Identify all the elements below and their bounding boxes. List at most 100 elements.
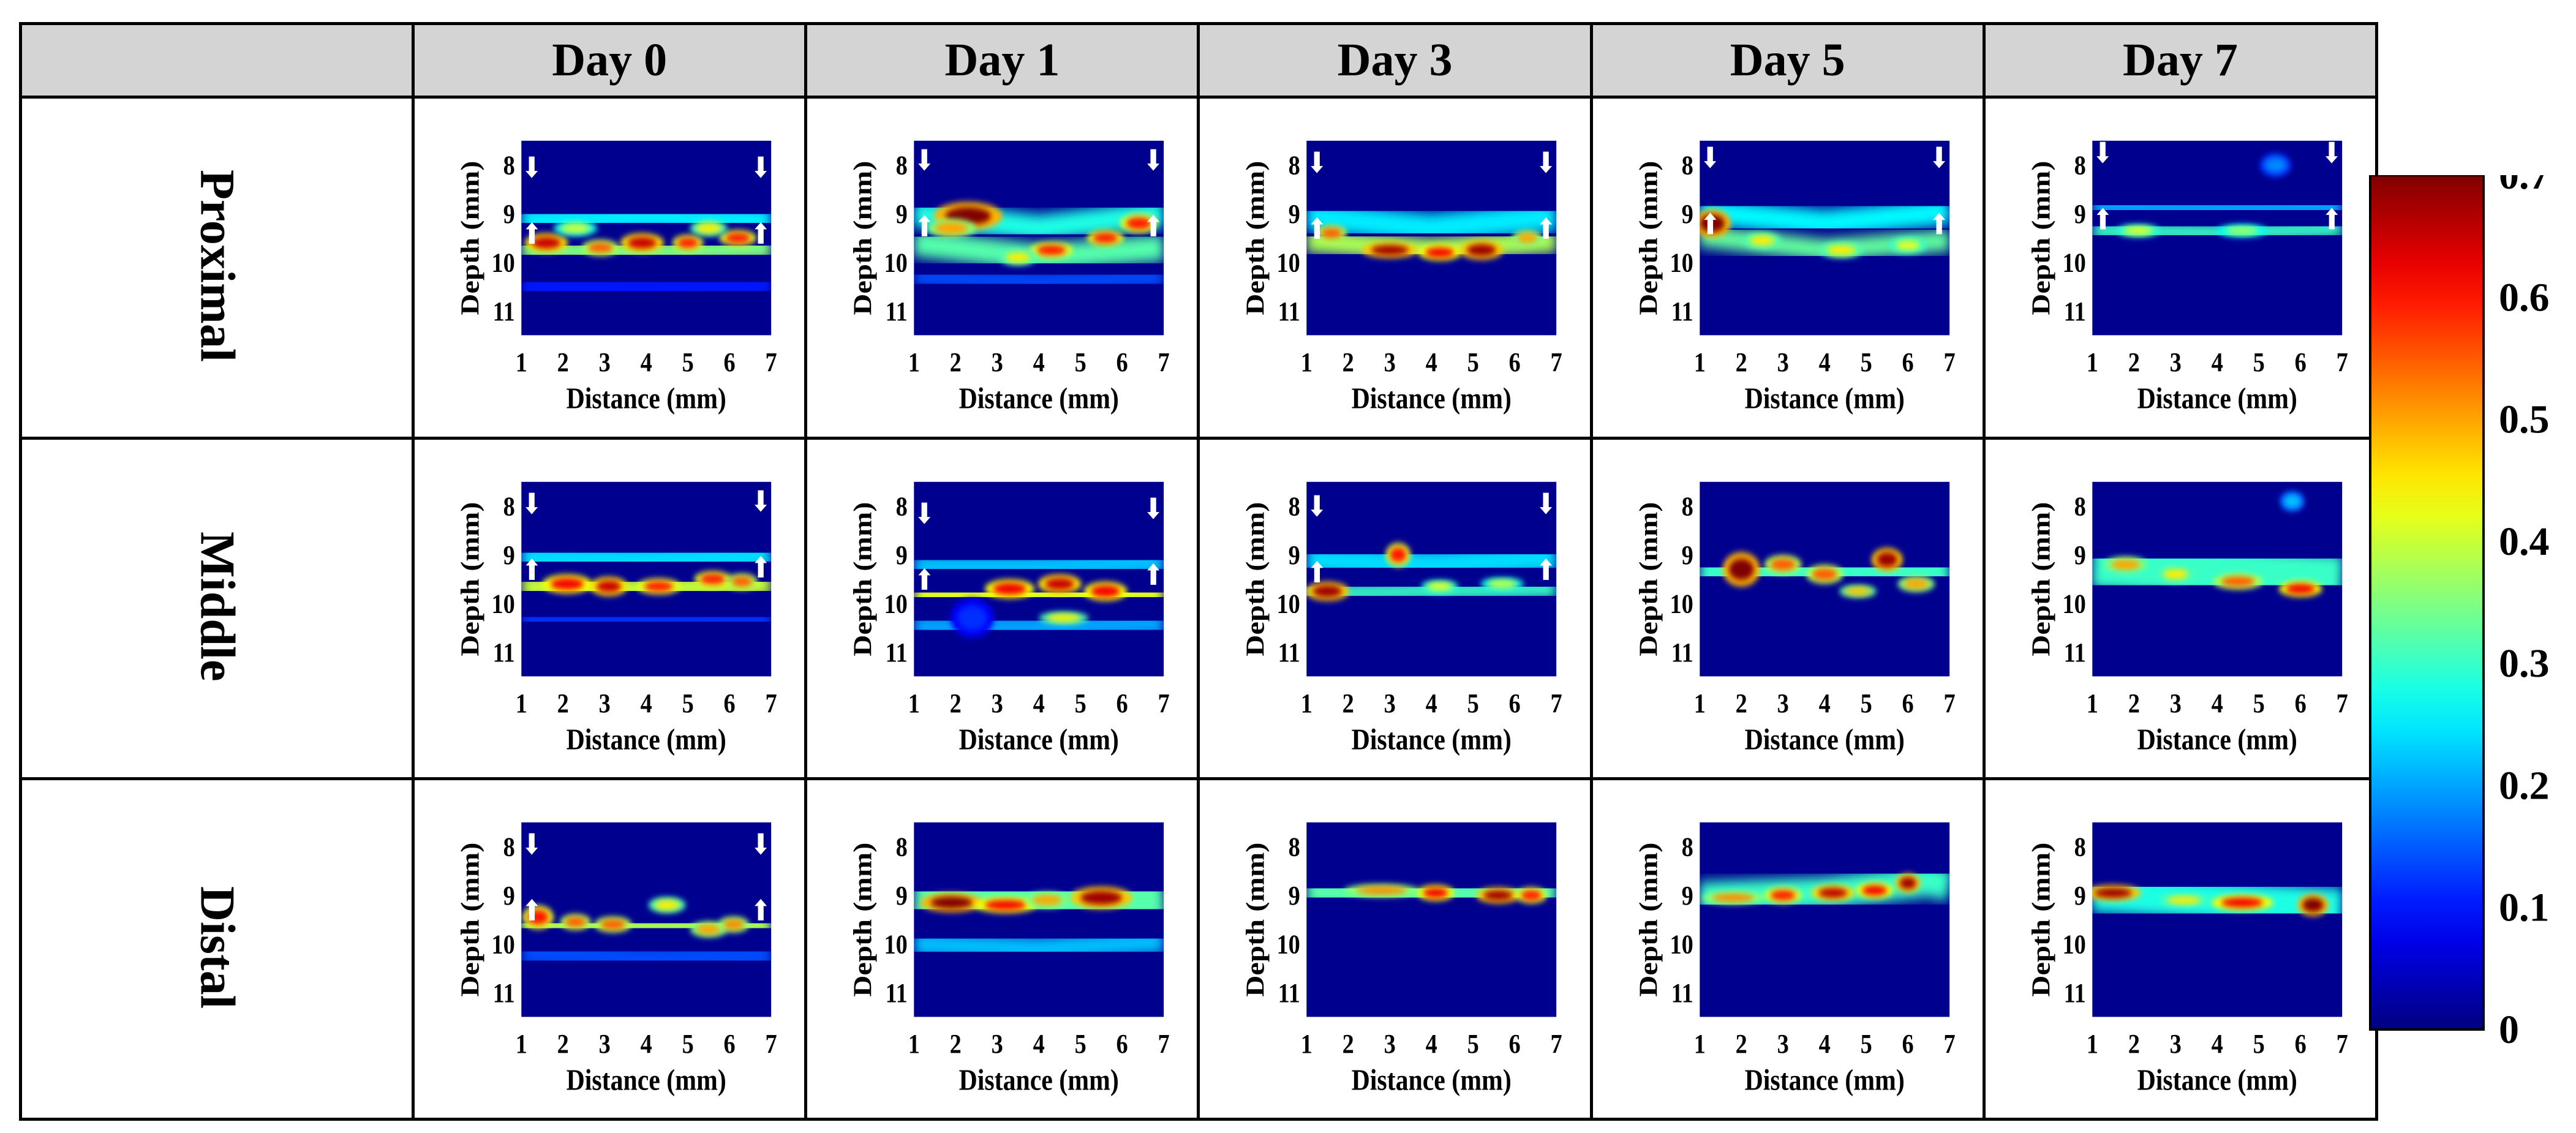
x-tick-label: 2 — [1735, 688, 1747, 718]
x-tick-label: 6 — [724, 347, 736, 377]
y-tick-label: 11 — [2063, 296, 2085, 326]
heatmap-hotspot — [1371, 245, 1409, 255]
plot-area — [1699, 822, 1949, 1017]
x-tick-label: 5 — [1075, 688, 1087, 718]
x-tick-label: 1 — [2087, 347, 2098, 377]
x-tick-label: 5 — [2253, 1028, 2264, 1058]
heatmap-hotspot — [1390, 547, 1407, 562]
x-tick-label: 4 — [1818, 688, 1830, 718]
heatmap-hotspot — [1826, 245, 1856, 255]
x-tick-label: 3 — [2169, 347, 2181, 377]
row-header: Middle — [18, 436, 415, 780]
heatmap-hotspot — [2123, 227, 2153, 235]
x-axis-label: Distance (mm) — [2137, 1064, 2297, 1097]
x-tick-label: 1 — [516, 347, 527, 377]
heatmap-hotspot — [1037, 245, 1066, 255]
y-tick-label: 9 — [2074, 540, 2085, 570]
y-tick-label: 8 — [2074, 491, 2085, 521]
y-axis-label: Depth (mm) — [1241, 161, 1270, 315]
y-tick-label: 11 — [1278, 977, 1300, 1007]
y-tick-label: 8 — [896, 150, 908, 180]
y-tick-label: 8 — [1681, 150, 1693, 180]
arrow-up-icon: ⬇ — [1536, 552, 1557, 585]
x-tick-label: 4 — [1426, 347, 1437, 377]
y-tick-label: 10 — [492, 247, 515, 277]
x-tick-label: 2 — [950, 688, 962, 718]
x-tick-label: 7 — [1551, 347, 1562, 377]
panel-cell: 8 9 10 11 1 2 3 4 5 6 7 Distance (mm) Depth (mm) — [1982, 777, 2379, 1121]
y-tick-label: 8 — [1289, 832, 1300, 862]
x-tick-label: 6 — [2294, 688, 2306, 718]
row-header: Proximal — [18, 96, 415, 440]
heatmap-hotspot — [2302, 898, 2324, 912]
panel-cell: ⬇ ⬇ ⬇ ⬇ 8 9 10 11 1 2 3 4 5 6 7 Distance (mm) Depth (mm) — [412, 436, 808, 780]
x-tick-label: 3 — [1384, 347, 1396, 377]
x-tick-label: 2 — [1343, 347, 1354, 377]
heatmap-intensity — [1306, 874, 1557, 911]
x-tick-label: 1 — [2087, 688, 2098, 718]
y-tick-label: 10 — [1277, 247, 1300, 277]
arrow-up-icon: ⬇ — [2321, 201, 2342, 235]
colorbar-tick-label: 0.3 — [2499, 641, 2550, 686]
y-tick-label: 8 — [2074, 150, 2085, 180]
column-header: Day 3 — [1197, 21, 1593, 99]
plot-area — [1306, 481, 1557, 676]
heatmap-layer — [1699, 198, 1949, 237]
x-axis-label: Distance (mm) — [1352, 723, 1512, 756]
heatmap-layer — [1306, 201, 1557, 243]
x-tick-label: 3 — [599, 1028, 611, 1058]
panel-cell: 8 9 10 11 1 2 3 4 5 6 7 Distance (mm) Depth (mm) — [1197, 777, 1593, 1121]
x-axis-label: Distance (mm) — [959, 382, 1119, 415]
heatmap-hotspot — [1712, 894, 1754, 902]
heatmap-layer — [521, 235, 772, 265]
y-tick-label: 9 — [1289, 540, 1300, 570]
x-tick-label: 5 — [1860, 1028, 1872, 1058]
x-tick-label: 4 — [1426, 688, 1437, 718]
heatmap-hotspot — [1045, 578, 1075, 590]
x-tick-label: 5 — [2253, 347, 2264, 377]
heatmap-layer — [521, 201, 772, 236]
x-tick-label: 3 — [1384, 688, 1396, 718]
x-tick-label: 5 — [1075, 1028, 1087, 1058]
x-tick-label: 3 — [992, 347, 1003, 377]
panel-cell: ⬇ ⬇ ⬇ ⬇ 8 9 10 11 1 2 3 4 5 6 7 Distance (mm) Depth (mm) — [1197, 96, 1593, 440]
x-tick-label: 5 — [682, 1028, 694, 1058]
heatmap-hotspot — [930, 897, 973, 909]
arrow-up-icon: ⬇ — [522, 216, 543, 249]
x-tick-label: 6 — [1509, 347, 1521, 377]
x-tick-label: 1 — [1693, 347, 1705, 377]
y-tick-label: 9 — [896, 199, 908, 229]
x-tick-label: 1 — [1693, 1028, 1705, 1058]
column-header: Day 0 — [412, 21, 808, 99]
x-tick-label: 2 — [950, 1028, 962, 1058]
arrow-up-icon: ⬇ — [914, 562, 935, 595]
x-tick-label: 4 — [641, 1028, 652, 1058]
x-tick-label: 7 — [2336, 347, 2348, 377]
x-tick-label: 7 — [1943, 1028, 1955, 1058]
y-tick-label: 11 — [1671, 296, 1693, 326]
heatmap-intensity — [2092, 873, 2342, 927]
y-tick-label: 9 — [1289, 199, 1300, 229]
y-axis-label: Depth (mm) — [849, 502, 877, 656]
x-tick-label: 3 — [1384, 1028, 1396, 1058]
heatmap-intensity — [1699, 542, 1949, 601]
y-tick-label: 8 — [503, 491, 515, 521]
x-axis-label: Distance (mm) — [1352, 1064, 1512, 1097]
panel-cell: 8 9 10 11 1 2 3 4 5 6 7 Distance (mm) Depth (mm) — [1589, 436, 1986, 780]
heatmap-hotspot — [588, 243, 613, 253]
x-axis-label: Distance (mm) — [567, 1064, 726, 1097]
y-tick-label: 10 — [2062, 588, 2085, 618]
heatmap-hotspot — [677, 238, 699, 248]
heatmap-hotspot — [2283, 494, 2300, 508]
heatmap-hotspot — [696, 924, 721, 935]
y-tick-label: 9 — [503, 540, 515, 570]
arrow-down-icon: ⬇ — [2321, 137, 2342, 170]
x-tick-label: 4 — [1033, 1028, 1045, 1058]
column-header: Day 7 — [1982, 21, 2379, 99]
x-tick-label: 7 — [1551, 688, 1562, 718]
x-tick-label: 6 — [2294, 347, 2306, 377]
panel-cell: ⬇ ⬇ ⬇ ⬇ 8 9 10 11 1 2 3 4 5 6 7 Distance (mm) Depth (mm) — [1197, 436, 1593, 780]
